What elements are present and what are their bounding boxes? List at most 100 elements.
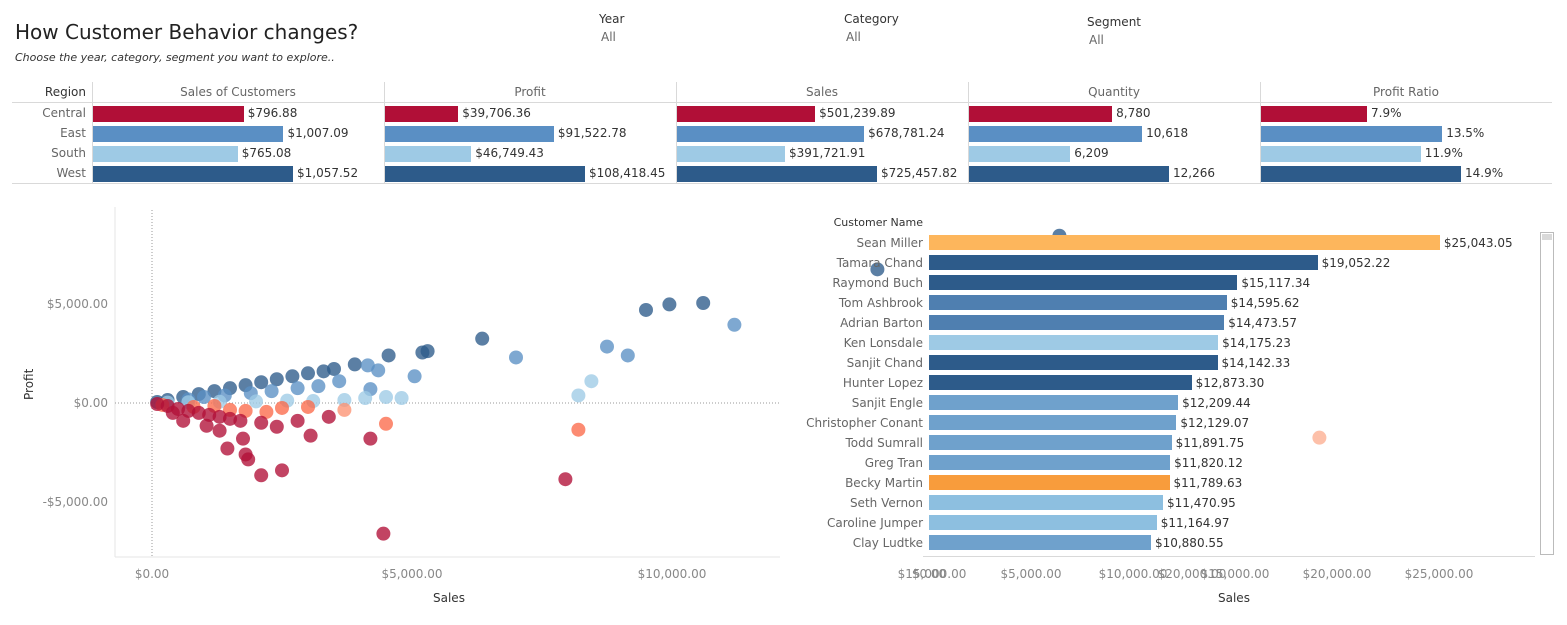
scatter-point[interactable] bbox=[223, 411, 237, 426]
scatter-point[interactable] bbox=[870, 262, 885, 277]
customer-bar[interactable] bbox=[929, 235, 1440, 250]
profit-bar-south[interactable] bbox=[385, 146, 472, 162]
scatter-point[interactable] bbox=[220, 441, 235, 456]
scatter-point[interactable] bbox=[199, 418, 214, 433]
filter-year-value[interactable]: All bbox=[601, 30, 616, 44]
scatter-point[interactable] bbox=[311, 379, 326, 394]
scatter-point[interactable] bbox=[236, 431, 250, 446]
scatter-point[interactable] bbox=[212, 423, 227, 438]
scatter-point[interactable] bbox=[321, 409, 336, 424]
scatter-point[interactable] bbox=[269, 419, 284, 434]
scatter-point[interactable] bbox=[475, 331, 490, 346]
scatter-point[interactable] bbox=[571, 422, 586, 437]
scatter-point[interactable] bbox=[197, 390, 211, 405]
scatter-point[interactable] bbox=[696, 296, 711, 311]
scatter-point[interactable] bbox=[337, 402, 352, 417]
profit-bar-central[interactable] bbox=[385, 106, 459, 122]
profit-ratio-bar-west[interactable] bbox=[1261, 166, 1461, 182]
customer-bar[interactable] bbox=[929, 475, 1170, 490]
scatter-point[interactable] bbox=[269, 372, 284, 387]
scatter-point[interactable] bbox=[379, 416, 393, 431]
quantity-bar-east[interactable] bbox=[969, 126, 1143, 142]
scatter-point[interactable] bbox=[415, 345, 430, 360]
scatter-point[interactable] bbox=[347, 357, 362, 372]
sales-bar-west[interactable] bbox=[677, 166, 877, 182]
scatter-point[interactable] bbox=[212, 409, 227, 424]
scatter-point[interactable] bbox=[165, 405, 180, 420]
scatter-point[interactable] bbox=[558, 472, 573, 487]
sales-of-customers-bar-west[interactable] bbox=[93, 166, 293, 182]
customer-bar[interactable] bbox=[929, 395, 1179, 410]
sales-bar-central[interactable] bbox=[677, 106, 816, 122]
scatter-point[interactable] bbox=[264, 384, 279, 399]
scatter-point[interactable] bbox=[381, 348, 396, 363]
profit-ratio-bar-central[interactable] bbox=[1261, 106, 1368, 122]
scatter-point[interactable] bbox=[254, 415, 269, 430]
profit-bar-west[interactable] bbox=[385, 166, 585, 182]
profit-bar-east[interactable] bbox=[385, 126, 554, 142]
scatter-point[interactable] bbox=[301, 366, 315, 381]
scatter-point[interactable] bbox=[238, 447, 253, 462]
customer-bar[interactable] bbox=[929, 275, 1238, 290]
scatter-point[interactable] bbox=[727, 317, 742, 332]
scatter-point[interactable] bbox=[337, 393, 352, 408]
customer-bar[interactable] bbox=[929, 355, 1218, 370]
scatter-point[interactable] bbox=[150, 396, 165, 411]
profit-ratio-bar-south[interactable] bbox=[1261, 146, 1421, 162]
scatter-point[interactable] bbox=[394, 391, 409, 406]
scatter-point[interactable] bbox=[275, 463, 289, 478]
scatter-point[interactable] bbox=[249, 394, 263, 409]
scatter-point[interactable] bbox=[290, 381, 305, 396]
filter-segment[interactable]: Segment All bbox=[1087, 15, 1141, 47]
customer-bar[interactable] bbox=[929, 435, 1172, 450]
sales-of-customers-bar-east[interactable] bbox=[93, 126, 284, 142]
scatter-point[interactable] bbox=[1312, 430, 1327, 445]
scatter-point[interactable] bbox=[571, 388, 586, 403]
scatter-point[interactable] bbox=[360, 358, 375, 373]
customer-bar[interactable] bbox=[929, 535, 1151, 550]
sales-bar-south[interactable] bbox=[677, 146, 785, 162]
scatter-point[interactable] bbox=[584, 374, 599, 389]
customer-bar[interactable] bbox=[929, 315, 1225, 330]
filter-category[interactable]: Category All bbox=[844, 12, 899, 44]
filter-year[interactable]: Year All bbox=[599, 12, 624, 44]
scrollbar-thumb[interactable] bbox=[1542, 234, 1552, 240]
quantity-bar-south[interactable] bbox=[969, 146, 1071, 162]
sales-of-customers-bar-central[interactable] bbox=[93, 106, 244, 122]
scatter-point[interactable] bbox=[285, 369, 300, 384]
scatter-point[interactable] bbox=[363, 431, 378, 446]
sales-bar-east[interactable] bbox=[677, 126, 865, 142]
scatter-point[interactable] bbox=[202, 407, 217, 422]
customer-bar[interactable] bbox=[929, 255, 1318, 270]
customer-bar[interactable] bbox=[929, 495, 1163, 510]
scatter-point[interactable] bbox=[376, 526, 391, 541]
customer-list-scrollbar[interactable] bbox=[1540, 232, 1554, 555]
scatter-point[interactable] bbox=[303, 428, 318, 443]
scatter-point[interactable] bbox=[316, 364, 331, 379]
scatter-point[interactable] bbox=[254, 468, 269, 483]
profit-ratio-bar-east[interactable] bbox=[1261, 126, 1443, 142]
sales-of-customers-bar-south[interactable] bbox=[93, 146, 238, 162]
scatter-point[interactable] bbox=[358, 391, 373, 406]
scatter-point[interactable] bbox=[620, 348, 635, 363]
scatter-point[interactable] bbox=[371, 363, 386, 378]
scatter-point[interactable] bbox=[301, 399, 315, 414]
scatter-point[interactable] bbox=[290, 413, 305, 428]
customer-bar[interactable] bbox=[929, 455, 1171, 470]
quantity-bar-west[interactable] bbox=[969, 166, 1169, 182]
customer-bar[interactable] bbox=[929, 375, 1192, 390]
customer-bar[interactable] bbox=[929, 335, 1219, 350]
scatter-point[interactable] bbox=[233, 413, 248, 428]
scatter-point[interactable] bbox=[259, 404, 274, 419]
scatter-point[interactable] bbox=[254, 375, 269, 390]
quantity-bar-central[interactable] bbox=[969, 106, 1113, 122]
scatter-point[interactable] bbox=[662, 297, 677, 312]
scatter-point[interactable] bbox=[639, 302, 653, 317]
scatter-point[interactable] bbox=[600, 339, 614, 354]
scatter-point[interactable] bbox=[191, 405, 206, 420]
scatter-point[interactable] bbox=[509, 350, 523, 365]
scatter-point[interactable] bbox=[407, 369, 422, 384]
scatter-point[interactable] bbox=[176, 413, 191, 428]
customer-bar[interactable] bbox=[929, 415, 1177, 430]
scatter-point[interactable] bbox=[379, 390, 393, 405]
